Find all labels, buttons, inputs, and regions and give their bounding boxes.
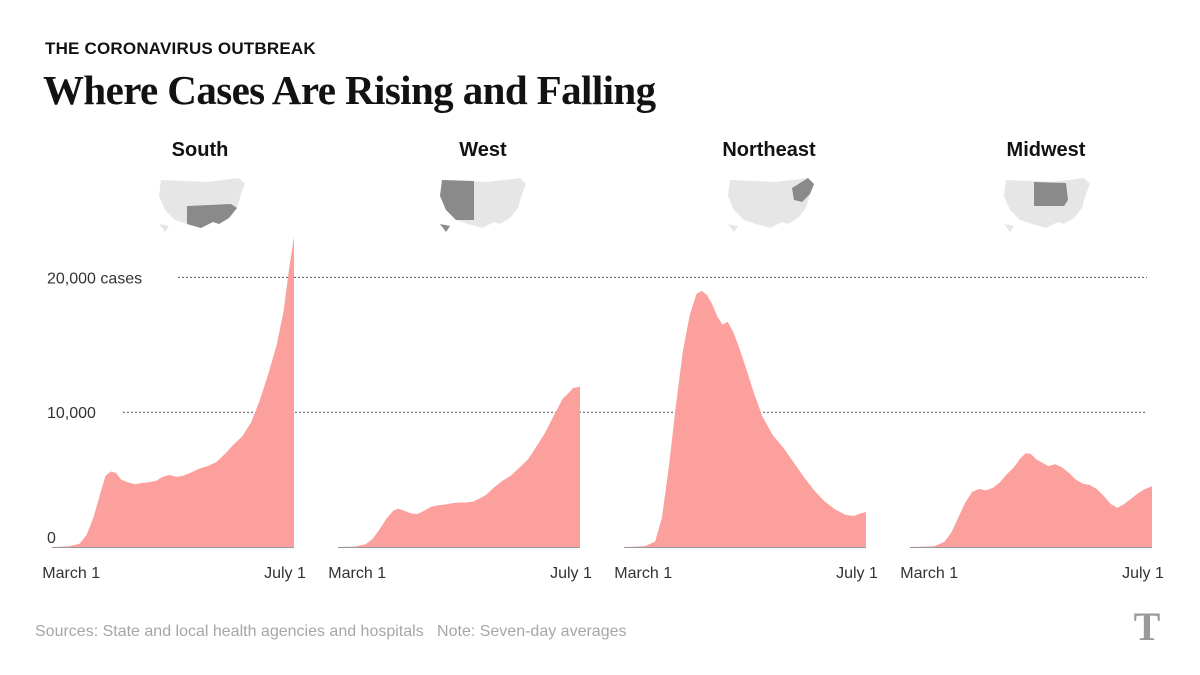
note-text: Note: Seven-day averages <box>437 623 627 640</box>
y-tick-label: 0 <box>47 530 56 547</box>
x-tick-label: March 1 <box>900 565 958 582</box>
region-title-west: West <box>459 139 507 161</box>
page-title: Where Cases Are Rising and Falling <box>43 67 656 113</box>
area-west <box>338 386 580 547</box>
x-tick-label: March 1 <box>614 565 672 582</box>
x-tick-label: July 1 <box>1122 565 1164 582</box>
us-map-midwest-icon <box>1004 178 1090 232</box>
us-map-south-icon <box>159 178 245 232</box>
x-tick-label: March 1 <box>328 565 386 582</box>
svg-text:T: T <box>1134 606 1161 648</box>
us-map-northeast-icon <box>728 178 814 232</box>
region-title-midwest: Midwest <box>1006 139 1086 161</box>
x-tick-label: July 1 <box>550 565 592 582</box>
kicker: THE CORONAVIRUS OUTBREAK <box>45 39 316 58</box>
y-tick-label: 10,000 <box>47 405 96 422</box>
source-note: Sources: State and local health agencies… <box>35 623 627 641</box>
region-title-south: South <box>171 139 229 161</box>
x-tick-label: July 1 <box>264 565 306 582</box>
us-map-west-icon <box>440 178 526 232</box>
nyt-logo-icon: T <box>1134 606 1161 648</box>
region-title-northeast: Northeast <box>722 139 816 161</box>
y-tick-label: 20,000 cases <box>47 270 142 287</box>
x-tick-label: July 1 <box>836 565 878 582</box>
area-south <box>52 237 294 547</box>
area-midwest <box>910 453 1152 547</box>
area-northeast <box>624 290 866 547</box>
x-tick-label: March 1 <box>42 565 100 582</box>
sources-text: Sources: State and local health agencies… <box>35 623 424 640</box>
